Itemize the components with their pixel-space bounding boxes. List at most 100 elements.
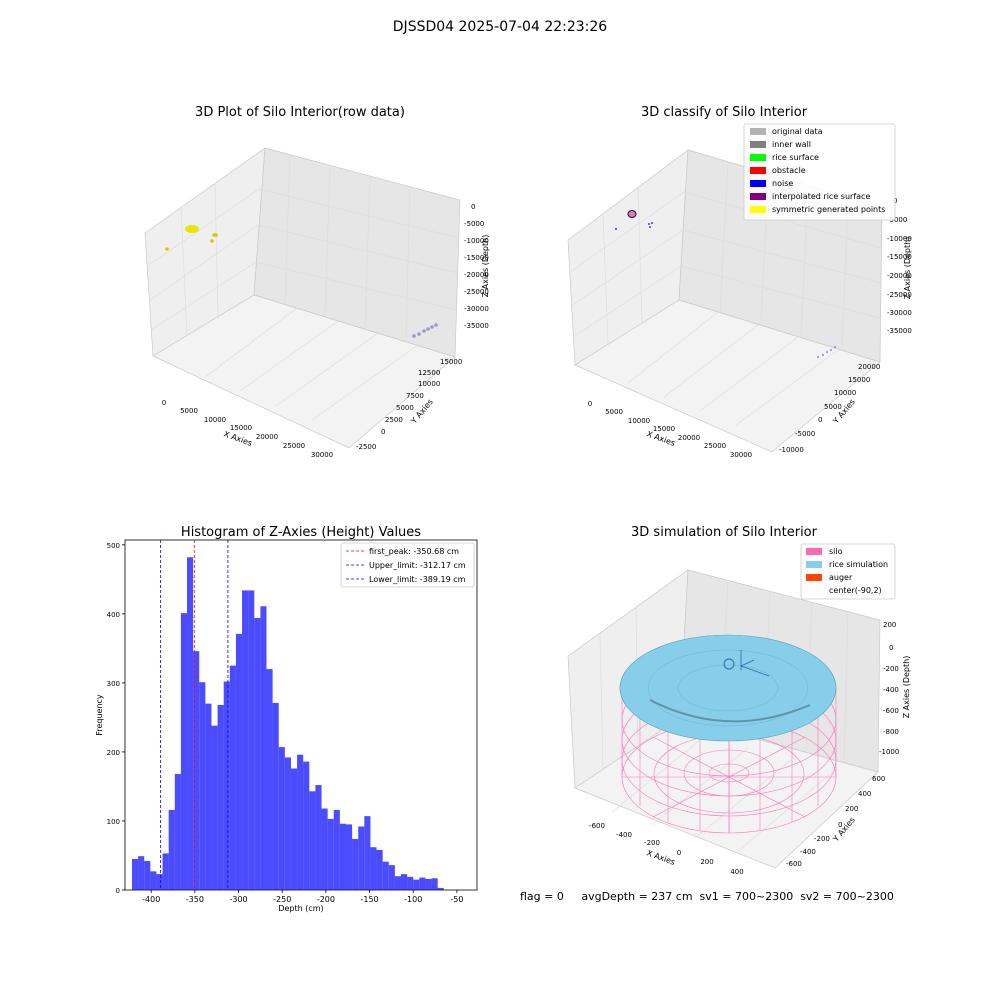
histogram-bar xyxy=(327,818,334,890)
simulation-legend-label: center(-90,2) xyxy=(829,586,882,595)
classify-z-tick: -5000 xyxy=(887,216,907,224)
classify-legend-swatch xyxy=(750,167,766,174)
raw-y-tick: 5000 xyxy=(396,404,414,412)
rice-surface xyxy=(619,634,837,742)
raw-x-tick: 5000 xyxy=(180,407,198,415)
raw-floor xyxy=(152,294,456,449)
raw-y-tick: 2500 xyxy=(385,416,403,424)
classify-point xyxy=(826,351,828,353)
raw-panel-title: 3D Plot of Silo Interior(row data) xyxy=(195,105,405,120)
simulation-legend-box xyxy=(800,543,896,600)
classify-point xyxy=(830,349,832,351)
simulation-floor xyxy=(574,717,879,869)
simulation-x-tick: 200 xyxy=(700,858,713,866)
histogram-bar xyxy=(394,876,402,890)
classify-z-tick: -15000 xyxy=(887,253,912,261)
histogram-panel: Histogram of Z-Axies (Height) Values -40… xyxy=(95,525,478,913)
raw-y-tick: -2500 xyxy=(356,443,376,451)
histogram-bar xyxy=(419,877,426,890)
histogram-title: Histogram of Z-Axies (Height) Values xyxy=(181,525,421,540)
histogram-bar xyxy=(242,590,249,890)
histogram-bar xyxy=(290,768,298,890)
histogram-bar xyxy=(156,874,163,890)
simulation-x-tick: 400 xyxy=(730,868,743,876)
auger-circle xyxy=(723,658,735,670)
classify-legend-swatch xyxy=(750,193,766,200)
classify-x-ticks: 0 5000 10000 15000 20000 25000 30000 xyxy=(588,400,752,459)
histogram-x-tick-label: -400 xyxy=(142,895,160,904)
classify-z-tick: -30000 xyxy=(887,309,912,317)
histogram-bar xyxy=(174,774,181,890)
histogram-bar xyxy=(260,606,267,890)
simulation-y-tick: 400 xyxy=(858,790,871,798)
histogram-bar xyxy=(345,824,353,890)
raw-y-tick: 15000 xyxy=(440,358,462,366)
simulation-legend: silo rice simulation auger center(-90,2) xyxy=(800,543,896,600)
histogram-bar xyxy=(321,808,328,890)
raw-point xyxy=(412,334,416,338)
raw-z-tick: -20000 xyxy=(464,271,489,279)
classify-legend-box xyxy=(743,123,896,221)
histogram-bar xyxy=(358,826,365,890)
classify-axes-box xyxy=(567,149,883,453)
simulation-z-tick: 0 xyxy=(889,644,893,652)
raw-z-ticks: 0 -5000 -10000 -15000 -20000 -25000 -300… xyxy=(464,203,489,330)
classify-point xyxy=(651,222,653,224)
figure-title: DJSSD04 2025-07-04 22:23:26 xyxy=(393,19,608,35)
histogram-bar xyxy=(168,809,175,890)
raw-z-tick: -5000 xyxy=(464,220,484,228)
raw-x-tick: 0 xyxy=(162,399,166,407)
classify-points xyxy=(615,210,836,358)
classify-point xyxy=(648,223,650,225)
raw-x-tick: 25000 xyxy=(283,442,305,450)
classify-y-tick: 5000 xyxy=(824,403,842,411)
histogram-bar xyxy=(437,887,444,890)
classify-point xyxy=(834,346,836,348)
raw-point xyxy=(426,327,430,331)
histogram-bar xyxy=(138,856,145,890)
histogram-bar xyxy=(187,557,194,890)
histogram-bar xyxy=(278,747,285,890)
classify-legend-label: inner wall xyxy=(772,140,811,149)
raw-z-tick: -35000 xyxy=(464,322,489,330)
classify-z-tick: -35000 xyxy=(887,327,912,335)
classify-x-tick: 20000 xyxy=(678,434,700,442)
histogram-y-tick-label: 500 xyxy=(107,542,120,550)
classify-y-tick: 10000 xyxy=(834,389,856,397)
classify-point xyxy=(817,356,819,358)
classify-y-tick: -5000 xyxy=(795,430,815,438)
raw-point xyxy=(214,233,218,237)
raw-y-tick: 10000 xyxy=(418,380,440,388)
simulation-z-tick: -200 xyxy=(883,665,899,673)
histogram-bar xyxy=(131,858,139,890)
histogram-y-tick-label: 100 xyxy=(107,818,120,826)
histogram-bar xyxy=(425,878,432,890)
histogram-bar xyxy=(229,665,236,890)
histogram-bars xyxy=(131,557,444,890)
raw-z-label: Z Axies (Depth) xyxy=(481,235,490,298)
rice-surface-mesh xyxy=(677,664,779,712)
simulation-z-tick: -400 xyxy=(883,686,899,694)
histogram-bar xyxy=(382,861,389,890)
classify-legend-label: obstacle xyxy=(772,166,806,175)
simulation-y-tick: -200 xyxy=(814,835,830,843)
classify-legend-label: rice surface xyxy=(772,153,819,162)
classify-point-cluster xyxy=(627,210,637,218)
classify-x-tick: 0 xyxy=(588,400,592,408)
histogram-bar xyxy=(205,703,212,890)
classify-z-tick: -20000 xyxy=(887,272,912,280)
histogram-bar xyxy=(376,849,383,890)
histogram-bar xyxy=(217,704,224,890)
histogram-bar xyxy=(297,754,304,890)
simulation-y-tick: 600 xyxy=(872,775,885,783)
histogram-bar xyxy=(211,725,218,890)
histogram-bar xyxy=(333,809,340,890)
histogram-bar xyxy=(401,874,408,890)
histogram-bar xyxy=(413,879,420,890)
histogram-bar xyxy=(303,761,310,890)
simulation-y-label: Y Axies xyxy=(831,815,857,844)
histogram-legend-box xyxy=(340,542,475,588)
simulation-y-tick: 0 xyxy=(838,821,842,829)
classify-point xyxy=(822,354,824,356)
classify-x-tick: 30000 xyxy=(730,451,752,459)
